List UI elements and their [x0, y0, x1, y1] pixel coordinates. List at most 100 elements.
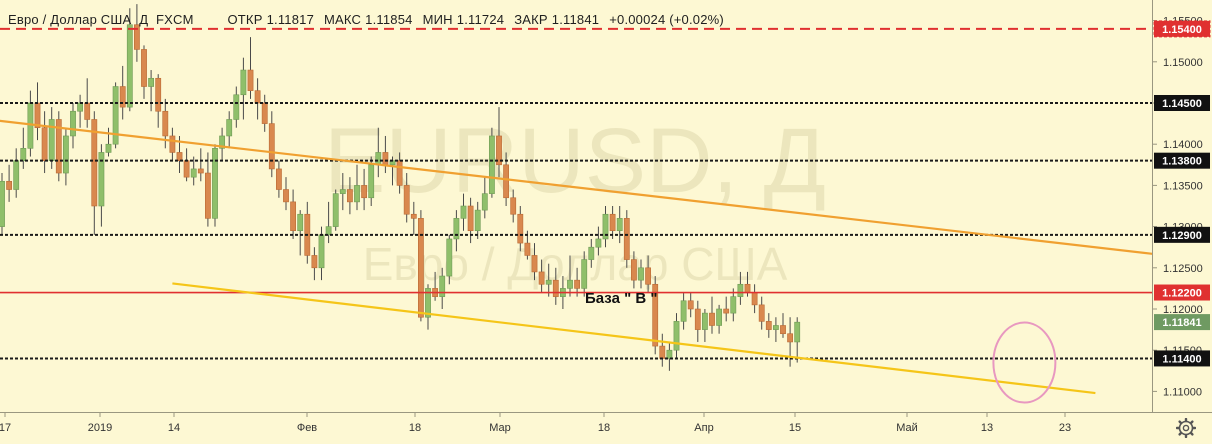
candle: [155, 74, 162, 128]
candle-body: [439, 275, 446, 297]
x-tick-label: 18: [409, 422, 421, 434]
candle-body: [751, 292, 758, 306]
candle: [723, 296, 730, 322]
candle-body: [134, 24, 140, 50]
level-price-tag-text: 1.13800: [1162, 156, 1202, 168]
symbol-name[interactable]: Евро / Доллар США: [8, 12, 132, 27]
candle: [609, 206, 616, 239]
y-tick-label: 1.12000: [1163, 304, 1203, 316]
trendline[interactable]: [172, 282, 1096, 395]
low-label: МИН: [422, 12, 453, 27]
candle-body: [630, 259, 637, 281]
candle-body: [794, 321, 801, 343]
candle-body: [70, 110, 76, 137]
candle: [283, 177, 289, 211]
candle-body: [98, 152, 105, 207]
y-tick-label: 1.15000: [1163, 57, 1203, 69]
candle-body: [453, 218, 460, 240]
candle: [552, 267, 559, 305]
candle-body: [496, 135, 502, 166]
candle: [595, 226, 602, 256]
candle-body: [20, 148, 27, 161]
level-price-tag[interactable]: 1.15400: [1153, 20, 1211, 38]
level-price-tag-text: 1.12200: [1162, 288, 1202, 300]
x-tick-label: 17: [0, 422, 11, 434]
candle: [354, 164, 360, 211]
candle: [268, 111, 275, 178]
trendline[interactable]: [0, 119, 1153, 255]
candle-body: [141, 49, 147, 87]
candle-body: [538, 271, 545, 285]
candle: [325, 201, 332, 244]
candle: [701, 309, 708, 342]
watermark: EURUSD, Д Евро / Доллар США: [324, 110, 826, 290]
level-price-tag[interactable]: 1.13800: [1154, 152, 1210, 169]
candle: [446, 234, 453, 285]
candle-body: [41, 127, 48, 161]
candle: [666, 341, 673, 371]
level-price-tag-bg: [1154, 226, 1210, 243]
candle-body: [510, 197, 517, 215]
y-tick-label: 1.14000: [1163, 139, 1203, 151]
candle: [794, 317, 801, 363]
candle-body: [787, 333, 793, 343]
level-price-tag[interactable]: 1.12900: [1154, 226, 1210, 243]
last-price-tag[interactable]: 1.11841: [1154, 314, 1210, 331]
x-tick-label: Мар: [489, 422, 511, 434]
y-tick-label: 1.13500: [1163, 180, 1203, 192]
candle: [219, 127, 225, 161]
candle: [680, 292, 687, 330]
candle: [716, 304, 722, 334]
candle: [545, 263, 552, 297]
close-label: ЗАКР: [514, 12, 548, 27]
y-tick-label: 1.12500: [1163, 263, 1203, 275]
gear-icon[interactable]: [1176, 418, 1196, 438]
candle-body: [659, 345, 666, 359]
candle: [233, 86, 240, 128]
candle-body: [126, 24, 133, 108]
interval-label[interactable]: Д: [139, 12, 149, 27]
candle-body: [261, 102, 268, 124]
candle-body: [758, 304, 765, 322]
candle-body: [77, 102, 83, 112]
candle: [488, 127, 495, 198]
candle-body: [6, 180, 12, 190]
candle-body: [112, 86, 119, 145]
level-price-tag-bg: [1154, 350, 1210, 367]
candle-body: [332, 193, 339, 227]
high-value: 1.11854: [365, 12, 413, 27]
candle-body: [169, 135, 176, 153]
level-price-tag[interactable]: 1.12200: [1154, 284, 1210, 301]
candle-body: [382, 152, 389, 166]
candle: [212, 144, 218, 227]
candle: [126, 8, 133, 112]
time-axis[interactable]: 17 2019 14 Фев 18 Мар 18 Апр 15 Май 13 23: [0, 412, 1071, 434]
candle-body: [268, 123, 275, 170]
candle-body: [446, 238, 453, 277]
candle-body: [503, 164, 509, 199]
candle-body: [91, 119, 98, 207]
x-tick-label: 18: [598, 422, 610, 434]
candle: [623, 210, 630, 268]
x-tick-label: Фев: [297, 422, 317, 434]
x-tick-label: Май: [896, 422, 918, 434]
candle-body: [346, 189, 353, 203]
level-price-tag[interactable]: 1.11400: [1154, 350, 1210, 367]
open-value: 1.11817: [266, 12, 315, 27]
candle-body: [765, 321, 772, 330]
candle: [6, 164, 12, 202]
candle: [474, 201, 481, 239]
level-price-tag-bg: [1153, 20, 1211, 38]
candle-body: [219, 135, 225, 149]
candle-body: [638, 267, 644, 281]
highlight-circle[interactable]: [992, 321, 1057, 404]
candle-body: [545, 279, 552, 285]
level-price-tag[interactable]: 1.14500: [1154, 95, 1210, 111]
level-price-tag-bg: [1154, 284, 1210, 301]
candle-body: [602, 213, 609, 240]
candle: [758, 296, 765, 330]
candle: [460, 193, 467, 231]
candle: [226, 111, 233, 149]
candle: [496, 107, 502, 178]
